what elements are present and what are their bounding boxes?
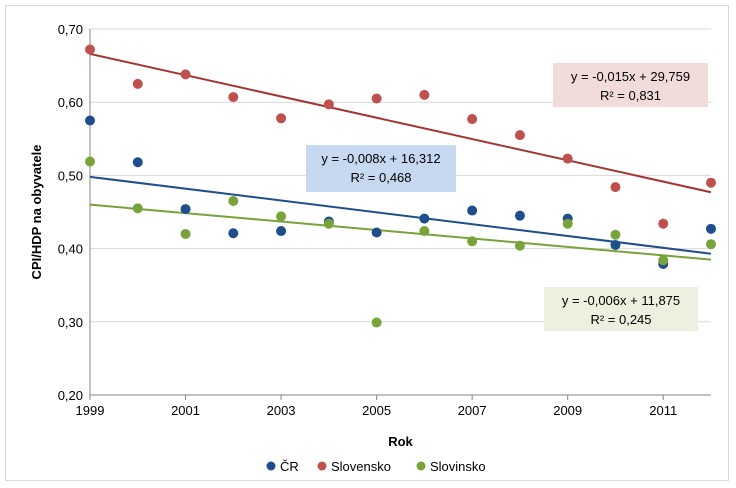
data-point-slovinsko <box>180 228 191 239</box>
y-tick-label: 0,50 <box>58 168 83 183</box>
data-point-slovinsko <box>562 218 573 229</box>
data-point-slovinsko <box>276 211 287 222</box>
data-point-cr <box>132 157 143 168</box>
trendline-slovinsko <box>89 203 712 261</box>
trendline-equation-slovensko: y = -0,015x + 29,759 <box>571 69 690 84</box>
equation-box-slovensko <box>553 63 708 107</box>
legend-label-cr: ČR <box>280 459 299 474</box>
data-point-slovensko <box>371 93 382 104</box>
x-axis-title: Rok <box>388 434 413 449</box>
x-tick-label: 2003 <box>267 403 296 418</box>
legend-marker-slovensko <box>317 461 327 471</box>
data-point-cr <box>228 228 239 239</box>
data-point-slovinsko <box>228 196 239 207</box>
trendline-r2-slovensko: R² = 0,831 <box>600 88 661 103</box>
data-point-slovinsko <box>132 203 143 214</box>
y-tick-label: 0,20 <box>58 388 83 403</box>
data-point-cr <box>371 227 382 238</box>
data-point-cr <box>514 210 525 221</box>
data-point-slovensko <box>276 113 287 124</box>
data-point-slovensko <box>562 153 573 164</box>
data-point-cr <box>85 115 95 126</box>
x-tick-label: 2007 <box>458 403 487 418</box>
data-point-slovensko <box>706 177 716 188</box>
data-point-slovinsko <box>85 156 95 167</box>
x-tick-label: 2009 <box>553 403 582 418</box>
x-tick-label: 2005 <box>362 403 391 418</box>
data-point-slovensko <box>419 89 430 100</box>
data-point-slovinsko <box>610 229 621 240</box>
data-point-slovensko <box>228 92 239 103</box>
legend-marker-slovinsko <box>416 461 426 471</box>
legend-label-slovinsko: Slovinsko <box>430 459 486 474</box>
data-point-slovinsko <box>514 240 525 251</box>
equation-box-slovinsko <box>544 287 698 331</box>
data-point-slovensko <box>180 69 191 80</box>
data-point-slovensko <box>658 218 669 229</box>
data-point-slovensko <box>514 130 525 141</box>
data-point-slovensko <box>132 78 143 89</box>
trendline-equation-cr: y = -0,008x + 16,312 <box>321 151 440 166</box>
trendline-slovensko <box>89 52 712 194</box>
equation-box-cr <box>306 145 456 192</box>
x-tick-label: 2011 <box>649 403 677 418</box>
data-point-cr <box>706 223 716 234</box>
data-point-slovinsko <box>323 218 334 229</box>
y-tick-label: 0,30 <box>58 315 83 330</box>
trendline-cr <box>89 175 712 255</box>
data-point-slovinsko <box>371 317 382 328</box>
x-tick-label: 1999 <box>76 403 105 418</box>
data-point-cr <box>180 204 191 215</box>
y-tick-label: 0,60 <box>58 95 83 110</box>
data-point-slovensko <box>610 182 621 193</box>
data-point-cr <box>419 213 430 224</box>
data-point-slovinsko <box>467 236 478 247</box>
data-point-slovinsko <box>706 239 716 250</box>
data-point-slovensko <box>85 44 95 55</box>
legend-marker-cr <box>266 461 276 471</box>
y-tick-label: 0,40 <box>58 242 83 257</box>
x-tick-label: 2001 <box>171 403 200 418</box>
legend-label-slovensko: Slovensko <box>331 459 391 474</box>
trendline-r2-slovinsko: R² = 0,245 <box>590 312 651 327</box>
data-point-slovinsko <box>419 226 430 237</box>
data-point-slovinsko <box>658 255 669 266</box>
data-point-cr <box>276 226 287 237</box>
y-tick-label: 0,70 <box>58 22 83 37</box>
data-point-slovensko <box>467 114 478 125</box>
data-point-cr <box>467 205 478 216</box>
y-axis-title: CPI/HDP na obyvatele <box>29 145 44 280</box>
data-point-cr <box>610 239 621 250</box>
trendline-equation-slovinsko: y = -0,006x + 11,875 <box>562 293 680 308</box>
data-point-slovensko <box>323 99 334 110</box>
trendline-r2-cr: R² = 0,468 <box>350 170 411 185</box>
